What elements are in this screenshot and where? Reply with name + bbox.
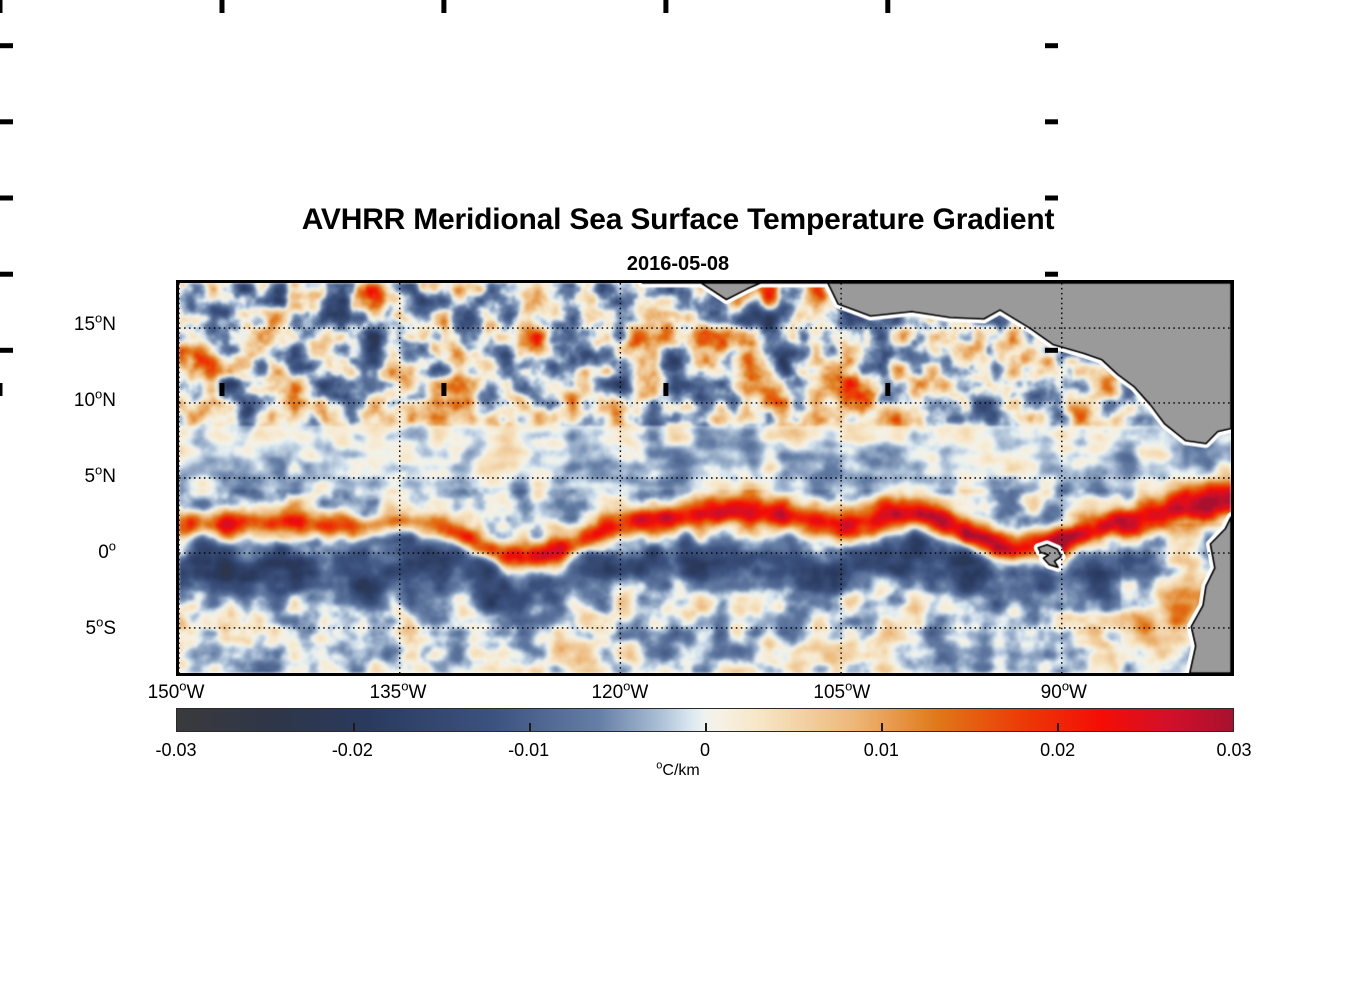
y-tick-label-15N: 15oN [73, 310, 116, 335]
degree-symbol: o [845, 678, 853, 694]
colorbar-unit-label: oC/km [656, 759, 700, 779]
axis-ticks [0, 0, 1058, 396]
colorbar-ticks [177, 709, 1233, 731]
colorbar-label-n0n02: -0.02 [331, 740, 373, 760]
colorbar-label-n0n03: -0.03 [155, 740, 197, 760]
degree-symbol: o [95, 310, 103, 326]
x-tick-label-150W: 150oW [147, 678, 205, 703]
degree-symbol: o [179, 678, 187, 694]
y-tick-label-0: 0o [98, 538, 116, 564]
chart-title: AVHRR Meridional Sea Surface Temperature… [301, 203, 1055, 236]
colorbar-label-0n01: 0.01 [863, 740, 899, 760]
colorbar-label-0n02: 0.02 [1040, 740, 1076, 760]
colorbar-tick [881, 723, 883, 731]
gridlines [179, 283, 1231, 673]
colorbar-tick [353, 723, 355, 731]
degree-symbol: o [108, 538, 116, 554]
colorbar-gradient [177, 709, 1233, 731]
degree-symbol: o [656, 759, 663, 772]
x-tick-label-120W: 120oW [591, 678, 649, 703]
degree-symbol: o [96, 614, 104, 630]
colorbar-tick [1057, 723, 1059, 731]
y-tick-label-5S: 5oS [85, 614, 117, 640]
chart-subtitle: 2016-05-08 [626, 253, 730, 275]
degree-symbol: o [95, 462, 103, 478]
colorbar-label-0n03: 0.03 [1216, 740, 1252, 760]
x-tick-label-90W: 90oW [1040, 678, 1087, 703]
degree-symbol: o [623, 678, 631, 694]
colorbar-label-0: 0 [699, 740, 711, 760]
colorbar-tick [705, 723, 707, 731]
y-tick-label-10N: 10oN [73, 386, 116, 411]
x-tick-label-105W: 105oW [813, 678, 871, 703]
colorbar-tick [529, 723, 531, 731]
x-tick-label-135W: 135oW [369, 678, 427, 703]
degree-symbol: o [1061, 678, 1070, 694]
colorbar [176, 708, 1234, 732]
degree-symbol: o [95, 386, 103, 402]
y-tick-label-5N: 5oN [84, 462, 116, 487]
colorbar-label-n0n01: -0.01 [508, 740, 550, 760]
degree-symbol: o [401, 678, 409, 694]
